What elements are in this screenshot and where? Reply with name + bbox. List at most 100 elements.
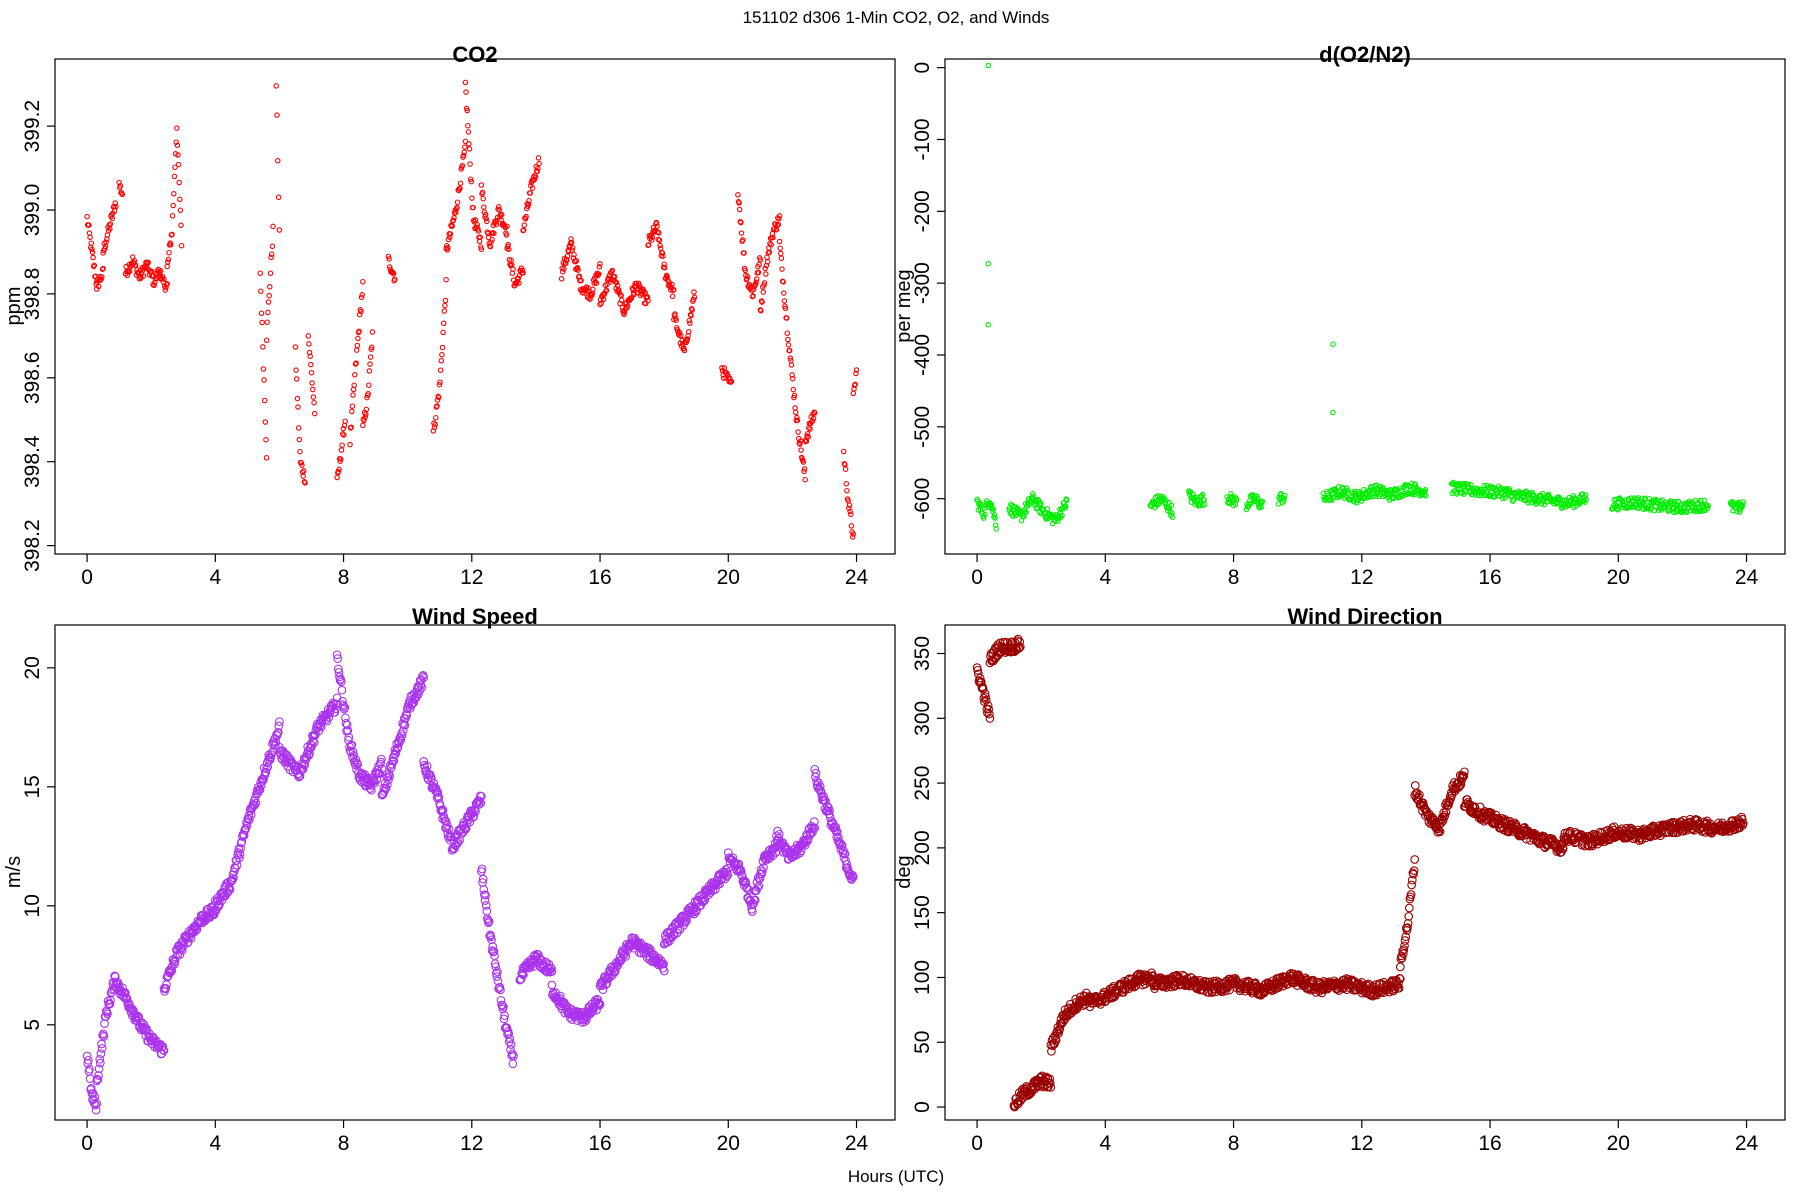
data-point [264, 319, 270, 325]
data-point [676, 329, 683, 336]
data-point [794, 417, 801, 424]
data-point [568, 236, 574, 242]
x-tick-label: 16 [588, 1132, 611, 1155]
data-point [1199, 502, 1206, 509]
data-point [463, 89, 469, 95]
data-point [1370, 493, 1376, 500]
data-point [354, 342, 361, 349]
data-point [175, 152, 181, 158]
data-point [785, 336, 791, 343]
x-tick-label: 4 [1099, 1132, 1111, 1155]
data-point [790, 386, 797, 393]
x-tick-label: 12 [460, 566, 483, 589]
data-point [809, 418, 816, 424]
data-point [575, 267, 581, 273]
y-tick-label: 398.8 [21, 268, 44, 321]
data-point [611, 273, 618, 280]
data-point [686, 317, 693, 324]
data-point [990, 506, 997, 512]
data-point [293, 367, 299, 373]
data-point [993, 526, 1000, 532]
data-point [764, 254, 770, 261]
data-point [260, 366, 267, 372]
data-point [654, 229, 661, 235]
data-point [351, 382, 357, 388]
data-point [535, 155, 542, 161]
data-point [573, 257, 580, 264]
data-point [385, 253, 392, 260]
data-point [777, 245, 783, 251]
data-point [353, 347, 360, 353]
x-tick-label: 8 [1228, 566, 1240, 589]
data-point [762, 265, 768, 272]
data-point [526, 197, 532, 204]
data-point [263, 436, 269, 443]
data-point [770, 234, 776, 241]
x-tick-label: 0 [81, 1132, 93, 1155]
data-point [269, 243, 276, 250]
data-point [1353, 500, 1360, 506]
data-point [1023, 509, 1029, 515]
data-point [1064, 497, 1070, 504]
data-point [1201, 501, 1208, 508]
data-point [161, 276, 167, 282]
series-points [82, 650, 858, 1115]
main-title: 151102 d306 1-Min CO2, O2, and Winds [743, 8, 1050, 27]
data-point [738, 230, 745, 236]
data-point [433, 414, 439, 421]
data-point [436, 394, 442, 401]
data-point [165, 259, 171, 265]
data-point [750, 293, 756, 299]
data-point-outlier [1330, 341, 1336, 347]
data-point [753, 279, 759, 285]
data-point [810, 415, 817, 422]
x-tick-label: 12 [1350, 1132, 1373, 1155]
data-point [466, 141, 472, 147]
y-tick-label: 250 [911, 766, 934, 801]
data-point [107, 221, 114, 227]
data-point [596, 264, 603, 270]
data-point [645, 242, 652, 248]
data-point [776, 238, 783, 245]
data-point [478, 246, 485, 252]
data-point [1062, 503, 1069, 509]
data-point [1404, 903, 1414, 913]
data-point [569, 247, 575, 254]
data-point [341, 432, 347, 438]
panel-title: CO2 [452, 42, 497, 67]
data-point [755, 269, 762, 276]
data-point [740, 237, 746, 243]
data-point [778, 255, 785, 262]
data-point [89, 246, 95, 253]
data-point [644, 294, 651, 300]
data-point [165, 256, 172, 263]
data-point [437, 367, 444, 373]
y-axis-label: ppm [3, 287, 25, 326]
data-point [309, 380, 315, 386]
data-point [480, 195, 486, 202]
data-point [804, 431, 811, 437]
data-point [520, 270, 526, 276]
data-point [367, 361, 373, 367]
panel-co2: CO2 ppm 0 4 8 12 16 20 24 398.2 398.4 398.6 398.8… [3, 42, 896, 589]
data-point [350, 392, 356, 398]
data-point [656, 230, 662, 236]
y-tick-label: 398.4 [21, 435, 44, 488]
data-point [516, 280, 522, 286]
data-point [621, 311, 627, 318]
data-point [787, 355, 794, 361]
data-point [302, 480, 308, 486]
data-point [853, 370, 859, 377]
data-point [464, 107, 470, 114]
x-tick-label: 4 [1099, 566, 1111, 589]
data-point [431, 424, 438, 431]
data-point [462, 138, 469, 145]
data-point [767, 240, 773, 247]
y-tick-label: 350 [911, 636, 934, 671]
x-tick-label: 0 [971, 566, 983, 589]
data-point [1048, 514, 1054, 520]
data-point [261, 397, 268, 404]
data-point [736, 200, 742, 206]
data-point [112, 200, 119, 206]
